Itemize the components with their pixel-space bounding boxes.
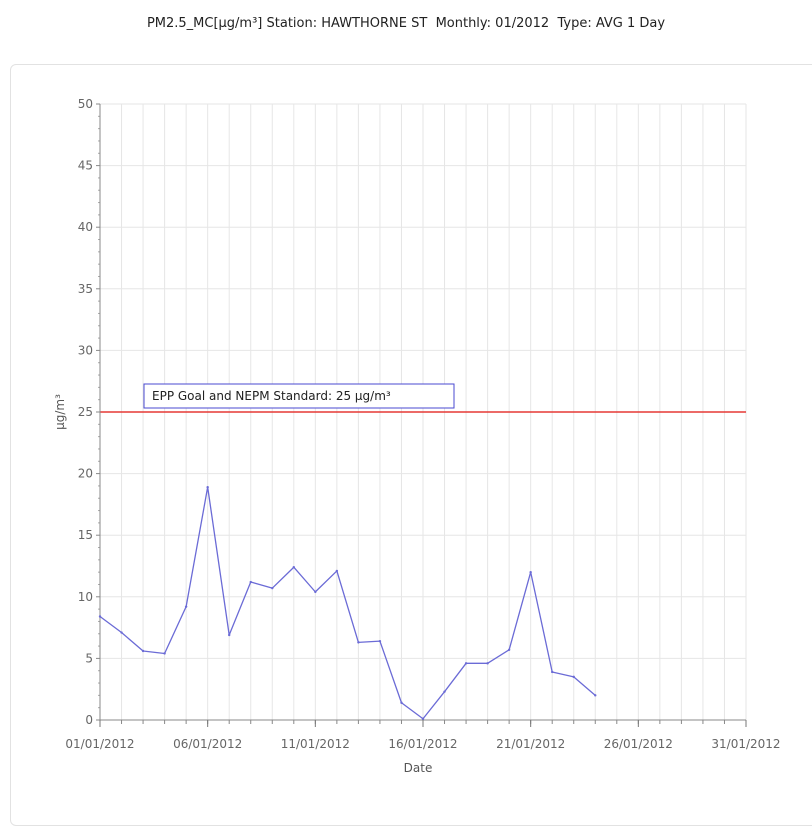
y-axis-title: µg/m³ xyxy=(53,394,67,430)
data-point xyxy=(120,631,123,634)
x-tick-label: 26/01/2012 xyxy=(604,737,673,751)
line-chart: EPP Goal and NEPM Standard: 25 µg/m³ 0 5 1… xyxy=(53,97,781,775)
data-point xyxy=(163,652,166,655)
data-point xyxy=(335,569,339,573)
data-point xyxy=(292,566,295,569)
data-point xyxy=(314,590,317,594)
reference-line-label: EPP Goal and NEPM Standard: 25 µg/m³ xyxy=(152,389,391,403)
data-point xyxy=(206,485,209,489)
x-axis-title: Date xyxy=(404,761,433,775)
data-point xyxy=(228,633,231,637)
data-point xyxy=(507,648,511,651)
x-tick-label: 01/01/2012 xyxy=(65,737,134,751)
y-tick-label: 35 xyxy=(78,282,93,296)
reference-label-box xyxy=(143,383,455,409)
x-tick-label: 06/01/2012 xyxy=(173,737,242,751)
x-tick-label: 31/01/2012 xyxy=(711,737,780,751)
y-tick-label: 40 xyxy=(78,220,93,234)
reference-line-group: EPP Goal and NEPM Standard: 25 µg/m³ xyxy=(100,383,746,413)
y-tick-label: 10 xyxy=(78,590,93,604)
y-tick-label: 45 xyxy=(78,159,93,173)
y-tick-label: 0 xyxy=(85,713,93,727)
data-point xyxy=(184,605,188,608)
series-line xyxy=(99,486,596,720)
data-point xyxy=(572,675,575,679)
series-group xyxy=(98,485,597,720)
data-point xyxy=(378,639,382,643)
y-tick-label: 15 xyxy=(78,528,93,542)
y-tick-label: 25 xyxy=(78,405,93,419)
chart-panel xyxy=(10,64,812,826)
data-point xyxy=(443,690,446,693)
data-point xyxy=(271,586,274,590)
tick-labels: 0 5 10 15 20 25 30 35 40 45 50 01/01/2012 06/01/2012… xyxy=(53,97,781,775)
axes xyxy=(96,103,747,727)
data-point xyxy=(141,649,145,653)
data-point xyxy=(421,717,425,720)
chart-title: PM2.5_MC[µg/m³] Station: HAWTHORNE ST Mo… xyxy=(146,16,666,31)
data-point xyxy=(98,615,102,618)
data-point xyxy=(486,662,489,665)
data-point xyxy=(529,570,532,574)
data-point xyxy=(464,662,468,665)
y-tick-label: 30 xyxy=(78,343,93,357)
data-point xyxy=(400,701,403,704)
y-tick-label: 50 xyxy=(78,97,93,111)
x-tick-label: 21/01/2012 xyxy=(496,737,565,751)
y-tick-label: 5 xyxy=(85,651,93,665)
x-tick-label: 16/01/2012 xyxy=(388,737,457,751)
x-tick-label: 11/01/2012 xyxy=(281,737,350,751)
y-tick-label: 20 xyxy=(78,467,93,481)
data-point xyxy=(551,670,554,674)
data-point xyxy=(249,580,252,584)
data-point xyxy=(594,694,597,697)
data-point xyxy=(357,641,360,644)
